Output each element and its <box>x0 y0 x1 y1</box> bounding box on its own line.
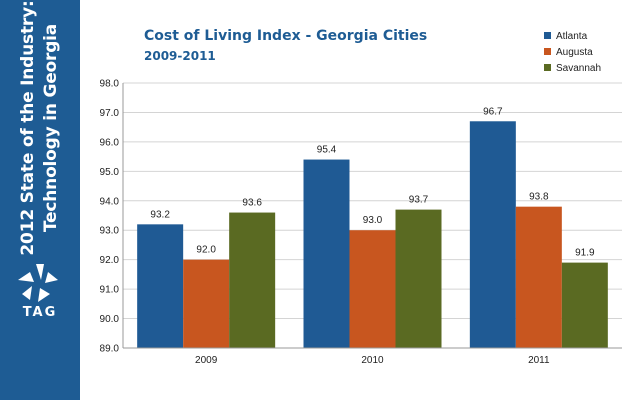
legend-label: Savannah <box>556 63 601 74</box>
bar <box>183 259 230 348</box>
legend-label: Atlanta <box>556 31 588 42</box>
bar <box>303 159 350 348</box>
sidebar: 2012 State of the Industry: Technology i… <box>0 0 80 400</box>
y-tick-label: 96.0 <box>100 137 120 148</box>
data-label: 91.9 <box>575 248 595 259</box>
chart-title: Cost of Living Index - Georgia Cities <box>144 28 427 44</box>
sidebar-title-line2: Technology in Georgia <box>41 23 61 233</box>
x-tick-label: 2009 <box>195 355 218 366</box>
chart-subtitle: 2009-2011 <box>144 49 216 63</box>
bar <box>137 224 184 348</box>
legend-swatch <box>544 48 551 55</box>
y-axis: 89.0 90.0 91.0 92.0 93.0 94.0 95.0 96.0 97.0 98.0 <box>100 79 124 355</box>
tag-logo-text: TAG <box>23 305 58 318</box>
legend-swatch <box>544 32 551 39</box>
y-tick-label: 98.0 <box>100 79 120 90</box>
x-tick-label: 2011 <box>528 355 550 366</box>
x-axis: 2009 2010 2011 <box>123 347 622 366</box>
tag-logo-icon: TAG <box>18 264 58 318</box>
legend-swatch <box>544 64 551 71</box>
bar <box>395 209 442 348</box>
data-label: 96.7 <box>483 106 503 117</box>
bar <box>229 212 276 348</box>
data-label: 92.0 <box>196 245 216 256</box>
data-label: 93.2 <box>150 209 170 220</box>
data-label: 93.0 <box>363 215 383 226</box>
data-label: 93.8 <box>529 192 549 203</box>
bar <box>349 230 396 348</box>
data-label: 93.6 <box>242 198 262 209</box>
y-tick-label: 91.0 <box>100 285 120 296</box>
data-label: 93.7 <box>409 195 429 206</box>
y-tick-label: 89.0 <box>100 344 120 355</box>
legend: Atlanta Augusta Savannah <box>544 31 601 74</box>
legend-label: Augusta <box>556 47 593 58</box>
y-tick-label: 93.0 <box>100 226 120 237</box>
x-tick-label: 2010 <box>361 355 384 366</box>
y-tick-label: 97.0 <box>100 108 120 119</box>
sidebar-title-line1: 2012 State of the Industry: <box>18 0 38 256</box>
y-tick-label: 92.0 <box>100 255 120 266</box>
data-label: 95.4 <box>317 145 337 156</box>
bars: 93.2 92.0 93.6 95.4 93.0 93.7 96.7 93.8 91.9 <box>137 106 608 349</box>
chart: Cost of Living Index - Georgia Cities 20… <box>100 28 622 366</box>
bar <box>561 262 608 348</box>
y-tick-label: 95.0 <box>100 167 120 178</box>
y-tick-label: 94.0 <box>100 196 120 207</box>
bar <box>515 206 562 348</box>
y-tick-label: 90.0 <box>100 314 120 325</box>
sidebar-title: 2012 State of the Industry: Technology i… <box>17 0 63 255</box>
bar <box>469 121 516 349</box>
